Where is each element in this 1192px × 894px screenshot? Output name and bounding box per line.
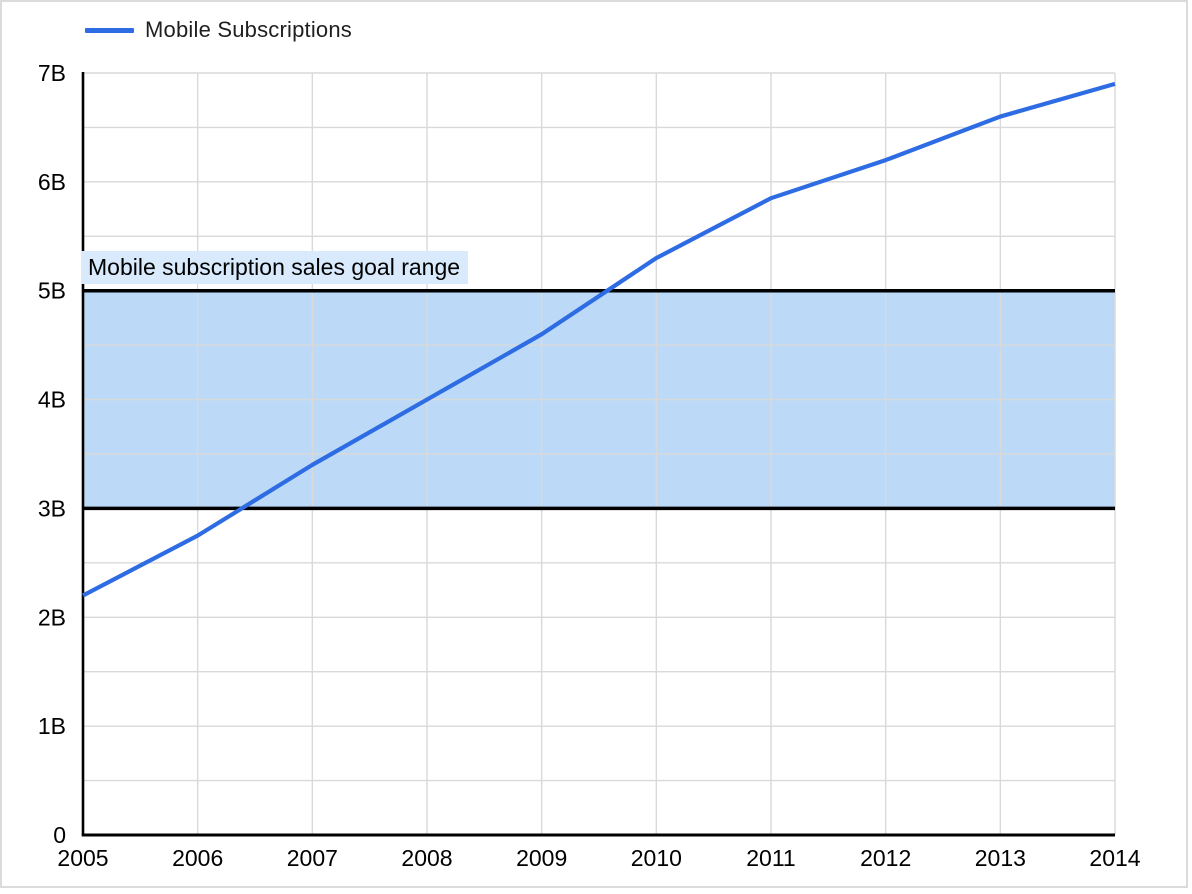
goal-band-label: Mobile subscription sales goal range [81, 251, 469, 284]
series-line [82, 81, 1116, 598]
x-tick-label: 2014 [1089, 845, 1140, 871]
y-tick-label: 6B [38, 169, 66, 195]
x-tick-label: 2006 [172, 845, 223, 871]
x-tick-label: 2012 [860, 845, 911, 871]
x-tick-label: 2009 [516, 845, 567, 871]
y-tick-label: 1B [38, 713, 66, 739]
x-tick-label: 2010 [631, 845, 682, 871]
y-tick-label: 2B [38, 604, 66, 630]
y-tick-label: 0 [53, 822, 66, 848]
x-tick-label: 2011 [746, 845, 795, 871]
y-tick-label: 7B [38, 60, 66, 86]
y-tick-label: 3B [38, 495, 66, 521]
x-tick-label: 2007 [287, 845, 338, 871]
x-tick-label: 2005 [57, 845, 108, 871]
legend-line-swatch-icon [85, 27, 134, 33]
legend: Mobile Subscriptions [85, 17, 352, 43]
y-tick-label: 5B [38, 278, 66, 304]
x-tick-label: 2008 [401, 845, 452, 871]
legend-label: Mobile Subscriptions [145, 17, 352, 42]
y-tick-label: 4B [38, 387, 66, 413]
x-tick-label: 2013 [975, 845, 1026, 871]
